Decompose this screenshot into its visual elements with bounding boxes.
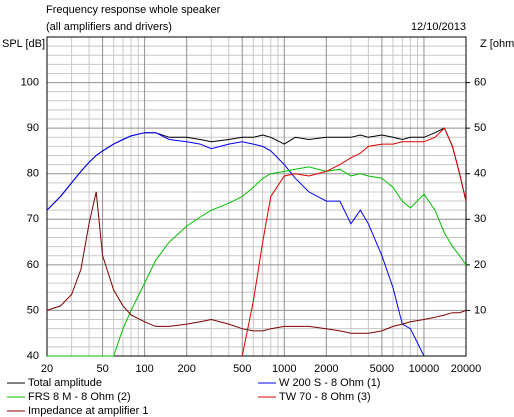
y-axis-label: SPL [dB] [2, 38, 45, 50]
y2-tick-label: 20 [474, 259, 486, 271]
y-tick-label: 90 [27, 122, 39, 134]
x-tick-label: 100 [135, 363, 153, 375]
y-tick-label: 70 [27, 213, 39, 225]
x-tick-label: 2000 [314, 363, 338, 375]
series-line [47, 166, 467, 357]
y2-axis-label: Z [ohm] [480, 38, 514, 50]
y-tick-label: 100 [21, 76, 39, 88]
legend-label: W 200 S - 8 Ohm (1) [279, 377, 380, 389]
legend-label: TW 70 - 8 Ohm (3) [279, 391, 371, 403]
x-tick-label: 20 [41, 363, 53, 375]
x-tick-label: 1000 [272, 363, 296, 375]
series-line [46, 191, 467, 334]
x-tick-label: 20000 [451, 363, 482, 375]
chart-title: Frequency response whole speaker [46, 4, 221, 16]
y2-tick-label: 40 [474, 168, 486, 180]
y-tick-label: 80 [27, 168, 39, 180]
series-line [241, 127, 467, 357]
series-line [46, 132, 425, 357]
y2-tick-label: 30 [474, 213, 486, 225]
y-tick-label: 60 [27, 259, 39, 271]
legend-label: FRS 8 M - 8 Ohm (2) [28, 391, 131, 403]
plot-frame [46, 36, 467, 357]
legend-label: Total amplitude [28, 377, 102, 389]
x-tick-label: 200 [177, 363, 195, 375]
chart-subtitle: (all amplifiers and drivers) [46, 21, 172, 33]
x-tick-label: 50 [96, 363, 108, 375]
legend-label: Impedance at amplifier 1 [28, 405, 148, 417]
y-tick-label: 40 [27, 350, 39, 362]
y2-tick-label: 10 [474, 304, 486, 316]
x-tick-label: 500 [233, 363, 251, 375]
y2-tick-label: 60 [474, 76, 486, 88]
y2-tick-label: 50 [474, 122, 486, 134]
x-tick-label: 10000 [409, 363, 440, 375]
y-tick-label: 50 [27, 304, 39, 316]
chart-date: 12/10/2013 [411, 21, 466, 33]
x-tick-label: 5000 [370, 363, 394, 375]
